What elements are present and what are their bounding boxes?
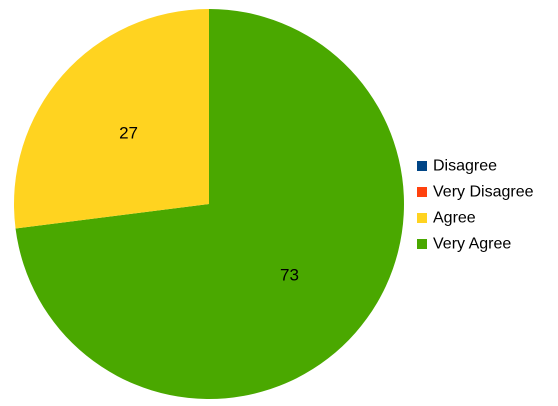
pie-slices bbox=[13, 9, 404, 400]
pie-slice-very-agree bbox=[15, 9, 404, 400]
legend: Disagree Very Disagree Agree Very Agree bbox=[417, 158, 534, 253]
legend-label-disagree: Disagree bbox=[433, 158, 497, 175]
legend-swatch-very-disagree bbox=[417, 187, 427, 197]
data-label-agree: 27 bbox=[119, 124, 138, 143]
pie-slice-agree bbox=[13, 9, 209, 229]
legend-swatch-disagree bbox=[417, 161, 427, 171]
legend-swatch-agree bbox=[417, 213, 427, 223]
legend-label-very-disagree: Very Disagree bbox=[433, 184, 534, 201]
pie-data-labels: 73 27 bbox=[119, 124, 299, 285]
legend-label-agree: Agree bbox=[433, 210, 476, 227]
data-label-very-agree: 73 bbox=[280, 265, 299, 284]
legend-swatch-very-agree bbox=[417, 239, 427, 249]
legend-label-very-agree: Very Agree bbox=[433, 236, 511, 253]
